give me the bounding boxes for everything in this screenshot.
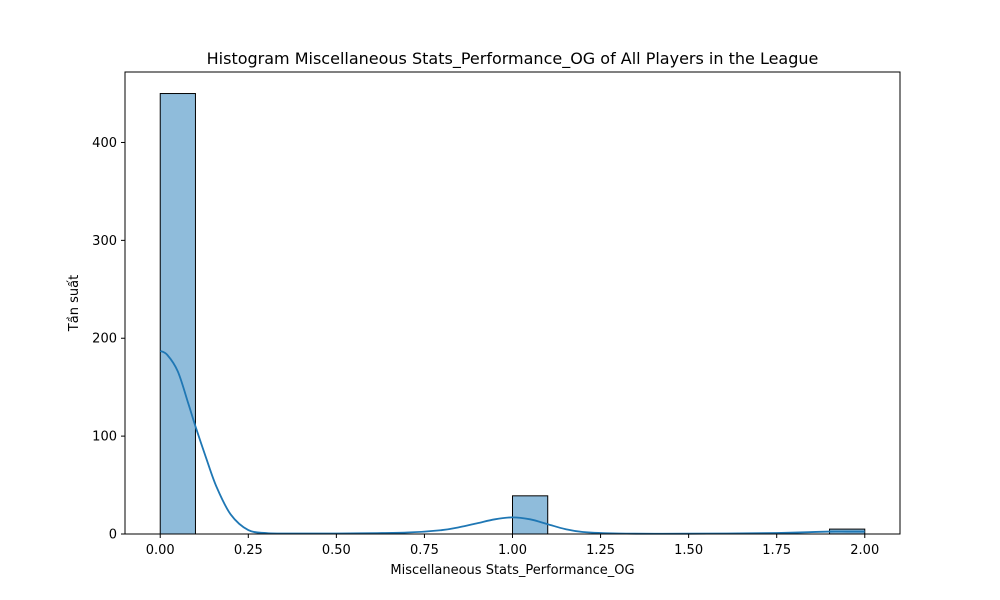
x-tick-label: 0.25 [234, 543, 263, 558]
bars-layer [159, 93, 866, 535]
x-tick-label: 0.00 [146, 543, 175, 558]
plot-background [125, 72, 900, 534]
x-axis: 0.00 0.25 0.50 0.75 1.00 1.25 1.50 1.75 2.00 [146, 534, 879, 558]
y-axis: 0 100 200 300 400 [92, 136, 125, 543]
x-tick-label: 1.00 [498, 543, 527, 558]
y-tick-label: 100 [92, 430, 117, 445]
x-tick-label: 2.00 [850, 543, 879, 558]
x-tick-label: 1.25 [586, 543, 615, 558]
y-tick-label: 300 [92, 234, 117, 249]
y-tick-label: 400 [92, 136, 117, 151]
x-tick-label: 0.75 [410, 543, 439, 558]
x-axis-label: Miscellaneous Stats_Performance_OG [390, 563, 634, 578]
histogram-bar [159, 93, 196, 535]
chart-title: Histogram Miscellaneous Stats_Performanc… [207, 49, 819, 69]
x-tick-label: 0.50 [322, 543, 351, 558]
x-tick-label: 1.50 [674, 543, 703, 558]
histogram-bar [512, 495, 549, 535]
y-axis-label: Tần suất [67, 275, 82, 332]
y-tick-label: 200 [92, 332, 117, 347]
y-tick-label: 0 [109, 528, 117, 543]
x-tick-label: 1.75 [762, 543, 791, 558]
